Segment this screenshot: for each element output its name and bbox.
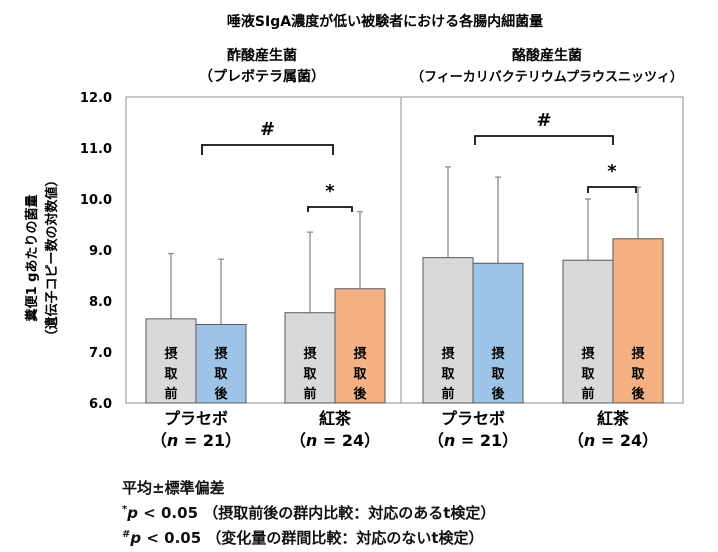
y-tick-label: 7.0 [89, 346, 112, 361]
bracket-between-groups [474, 135, 614, 145]
bar-post [612, 238, 664, 404]
y-tick-label: 6.0 [89, 397, 112, 412]
x-group-n: （n = 24） [568, 431, 658, 450]
x-group-n-part: （ [290, 431, 306, 450]
x-group-n: （n = 21） [428, 431, 518, 450]
bar-text: 摂 [214, 346, 227, 362]
bar-pre [284, 312, 336, 404]
bar-text: 摂 [581, 346, 594, 362]
x-group-label: 紅茶 [597, 409, 630, 428]
bar-text: 前 [164, 386, 177, 402]
y-tick-label: 8.0 [89, 295, 112, 310]
panel-title-acetate: 酢酸産生菌 [227, 47, 297, 64]
bar-text: 取 [441, 367, 455, 382]
x-group-n-part: （ [428, 431, 444, 450]
bar-text: 摂 [441, 346, 454, 362]
x-group-n-part: （ [568, 431, 584, 450]
y-tick-label: 12.0 [80, 91, 112, 106]
x-group-label: プラセボ [441, 409, 505, 428]
note-between-group-text: < 0.05 （変化量の群間比較：対応のないt検定） [141, 529, 484, 547]
x-group-n-part: n [167, 431, 178, 450]
x-group-n-part: = 21） [455, 431, 518, 450]
x-group-n-part: （ [151, 431, 167, 450]
bracket-between-groups-symbol: # [260, 119, 275, 140]
bar-text: 後 [353, 386, 367, 402]
x-group-n-part: = 24） [317, 431, 380, 450]
x-group-n-part: n [584, 431, 595, 450]
y-tick-label: 10.0 [80, 193, 112, 208]
bar-text: 後 [491, 386, 505, 402]
bar-pre [562, 259, 614, 404]
panel-title-butyrate: 酪酸産生菌 [512, 47, 582, 64]
bar-text: 摂 [491, 346, 504, 362]
bar-text: 取 [214, 367, 228, 382]
bar-text: 前 [441, 386, 454, 402]
x-group-n: （n = 24） [290, 431, 380, 450]
x-group-label: プラセボ [164, 409, 228, 428]
bar-post [334, 288, 386, 404]
bar-text: 摂 [303, 346, 316, 362]
bar-text: 摂 [631, 346, 644, 362]
y-tick-label: 11.0 [80, 142, 112, 157]
bar-text: 後 [214, 386, 228, 402]
x-group-n-part: = 21） [178, 431, 241, 450]
note-p-1: p [127, 504, 138, 522]
notes-line-3: #p < 0.05 （変化量の群間比較：対応のないt検定） [122, 524, 495, 549]
x-group-n-part: n [306, 431, 317, 450]
bar-text: 取 [631, 367, 645, 382]
bracket-within-group [307, 206, 353, 212]
bar-text: 前 [303, 386, 316, 402]
bracket-within-group-symbol: * [325, 181, 335, 202]
bracket-within-group [587, 186, 637, 193]
bar-text: 取 [164, 367, 178, 382]
bar-text: 取 [491, 367, 505, 382]
bracket-between-groups-symbol: # [536, 110, 551, 131]
chart-notes: 平均±標準偏差 *p < 0.05 （摂取前後の群内比較：対応のあるt検定） #… [122, 477, 495, 549]
bracket-between-groups [201, 144, 334, 155]
chart: 唾液SIgA濃度が低い被験者における各腸内細菌量 酢酸産生菌 （プレボテラ属菌）… [24, 13, 684, 450]
bar-post [195, 323, 247, 404]
y-axis-label: 糞便1 gあたりの菌量 [24, 195, 40, 323]
bar-pre [145, 318, 197, 404]
chart-title: 唾液SIgA濃度が低い被験者における各腸内細菌量 [227, 13, 543, 30]
x-group-n: （n = 21） [151, 431, 241, 450]
note-asterisk: * [122, 504, 128, 515]
note-hash: # [122, 529, 131, 540]
bar-text: 取 [353, 367, 367, 382]
bracket-within-group-symbol: * [607, 161, 617, 182]
bar-text: 摂 [164, 346, 177, 362]
note-within-group-text: < 0.05 （摂取前後の群内比較：対応のあるt検定） [137, 504, 496, 522]
bar-post [472, 262, 524, 404]
x-group-label: 紅茶 [319, 409, 352, 428]
notes-line-1: 平均±標準偏差 [122, 479, 225, 497]
bar-text: 摂 [353, 346, 366, 362]
notes-line-2: *p < 0.05 （摂取前後の群内比較：対応のあるt検定） [122, 499, 495, 524]
y-axis-sublabel: （遺伝子コピー数の対数値） [44, 173, 60, 342]
x-group-n-part: n [444, 431, 455, 450]
panel-subtitle-acetate: （プレボテラ属菌） [199, 68, 325, 85]
bar-text: 取 [303, 367, 317, 382]
y-tick-label: 9.0 [89, 244, 112, 259]
x-group-n-part: = 24） [595, 431, 658, 450]
plot-frame [125, 96, 684, 404]
note-p-2: p [130, 529, 142, 547]
panel-subtitle-butyrate: （フィーカリバクテリウムプラウスニッツィ） [411, 69, 683, 85]
bar-text: 前 [581, 386, 594, 402]
bar-text: 取 [581, 367, 595, 382]
bar-text: 後 [631, 386, 645, 402]
